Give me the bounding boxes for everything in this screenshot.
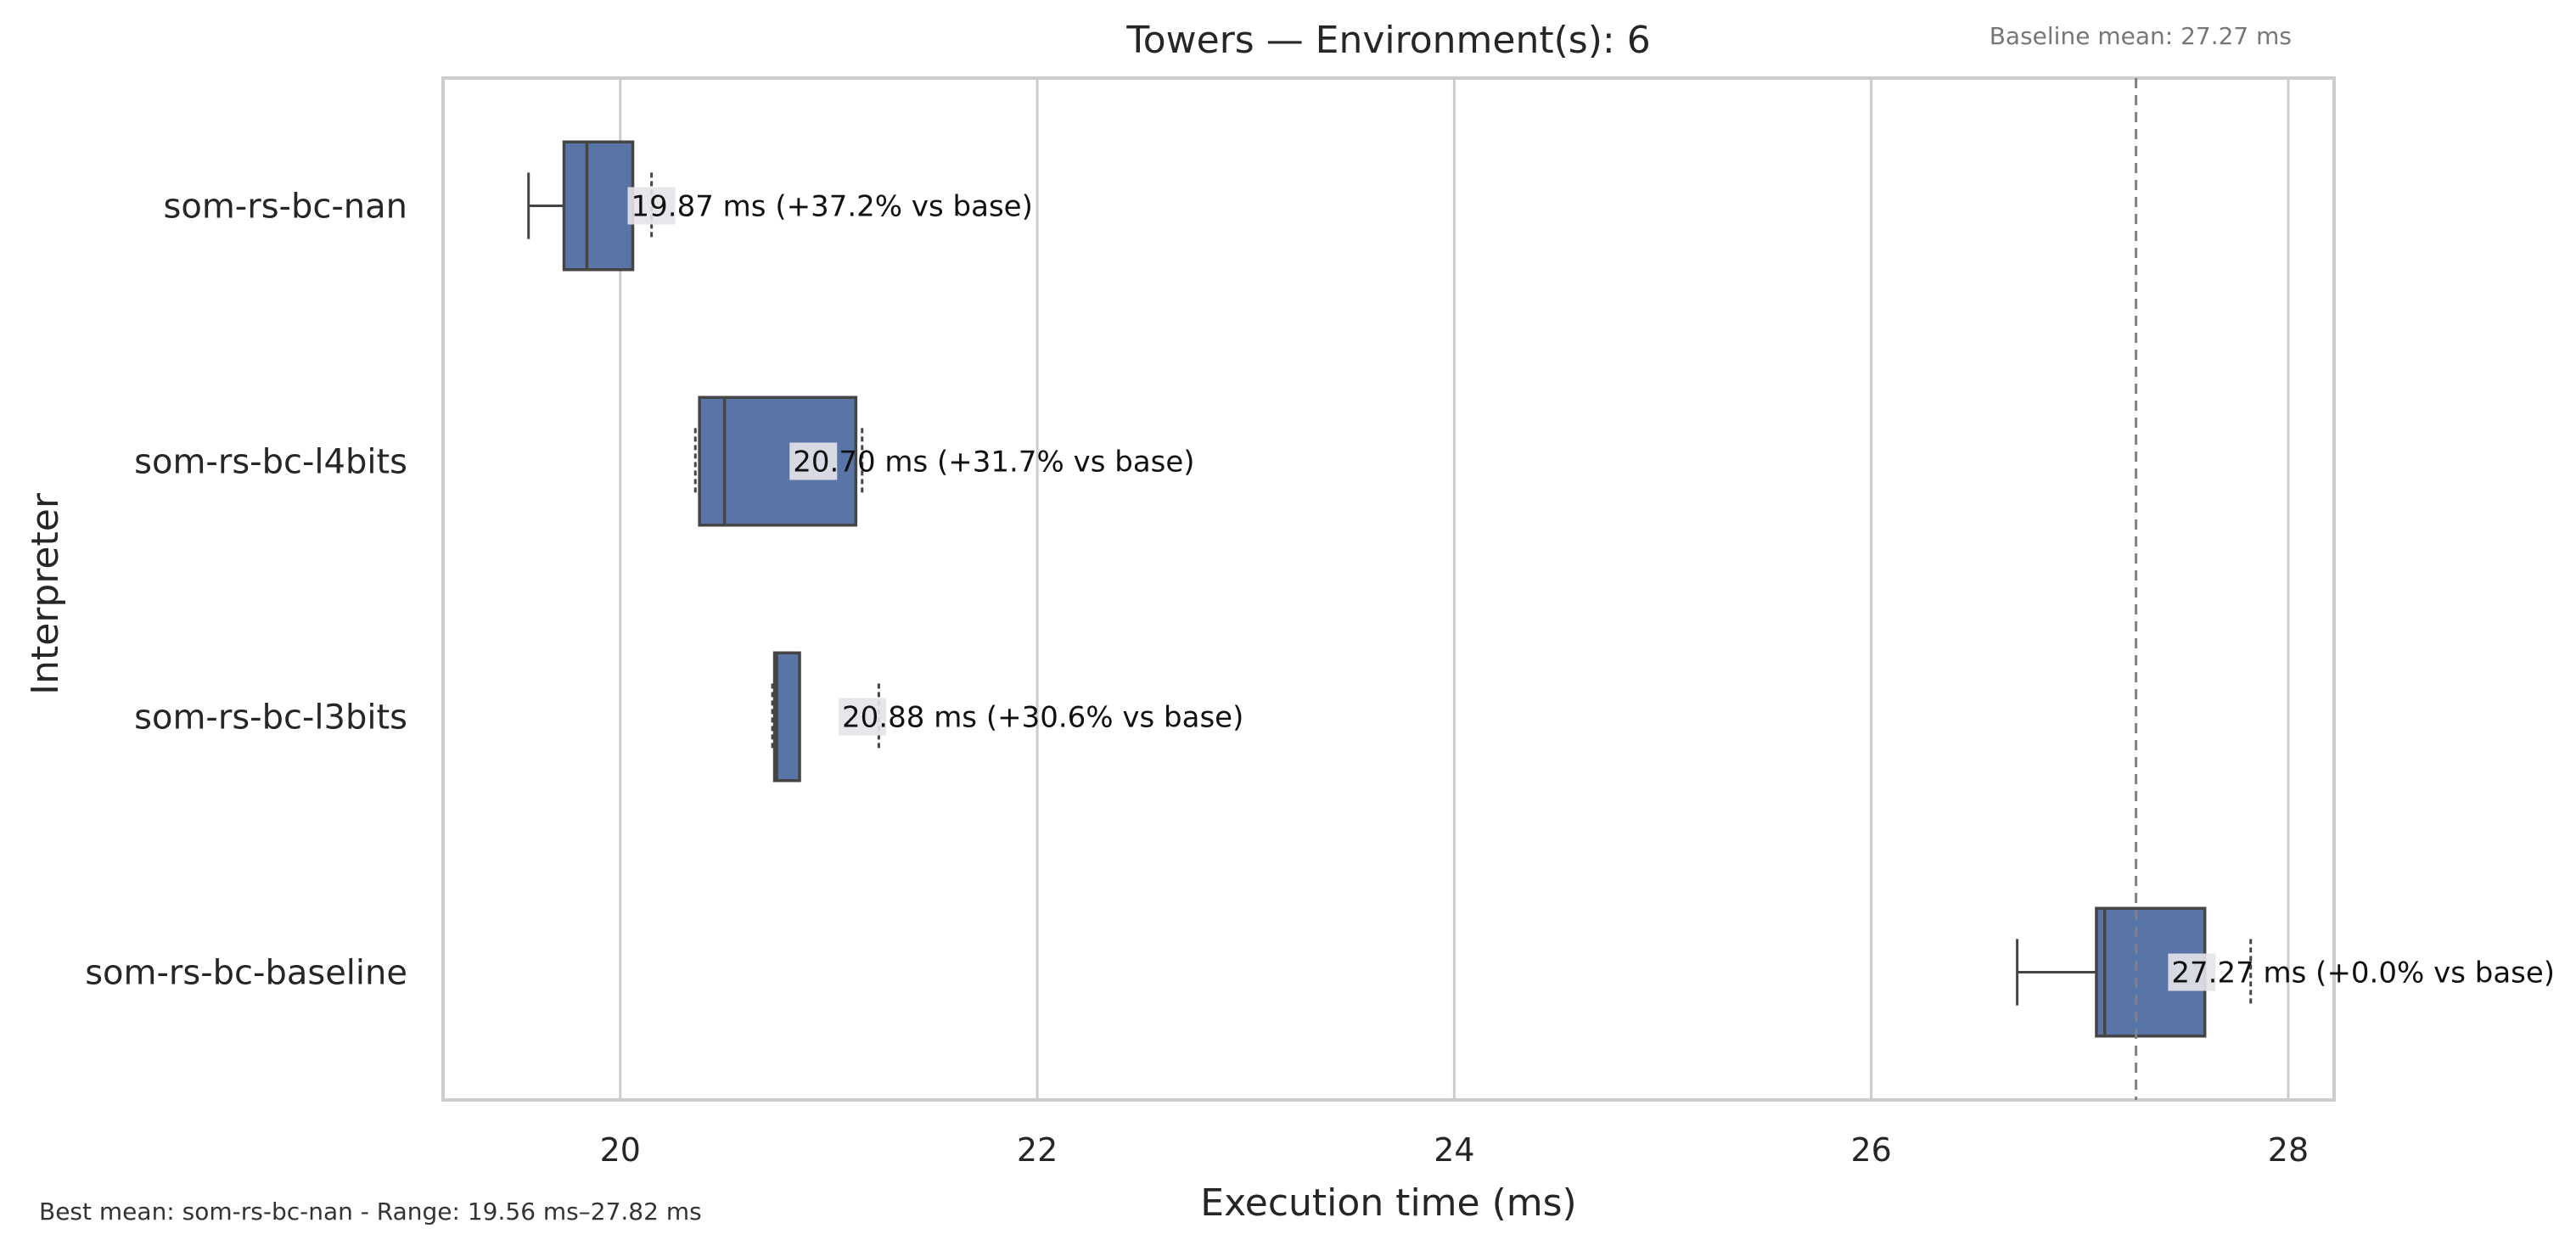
box-iqr: [562, 140, 635, 272]
annotation-background: [2168, 953, 2216, 991]
y-tick-label: som-rs-bc-nan: [164, 188, 407, 227]
axis-ticks: 20 22 24 26 28 som-rs-bc-nan som-rs-bc-l4bits s…: [85, 188, 2309, 1170]
y-tick-label: som-rs-bc-baseline: [85, 954, 407, 993]
y-axis-label: Interpreter: [24, 492, 67, 695]
boxplot-som-rs-bc-nan: [527, 140, 654, 272]
x-axis-label: Execution time (ms): [1200, 1181, 1576, 1225]
baseline-label: Baseline mean: 27.27 ms: [1990, 22, 2292, 50]
footer-note: Best mean: som-rs-bc-nan - Range: 19.56 …: [39, 1198, 702, 1226]
boxplot-som-rs-bc-l3bits: [771, 651, 880, 783]
annotation-background: [839, 698, 887, 736]
annotation-layer: 19.87 ms (+37.2% vs base) 20.70 ms (+31.7…: [627, 187, 2555, 991]
box-iqr: [772, 651, 801, 783]
y-tick-label: som-rs-bc-l4bits: [134, 443, 407, 482]
mean-annotation: 20.88 ms (+30.6% vs base): [842, 701, 1243, 735]
annotation-background: [789, 442, 838, 480]
x-tick-label: 24: [1434, 1131, 1474, 1169]
chart-title: Towers — Environment(s): 6: [1125, 19, 1650, 62]
boxplot-som-rs-bc-baseline: [2016, 906, 2253, 1038]
mean-annotation: 27.27 ms (+0.0% vs base): [2171, 956, 2555, 990]
plot-frame: [441, 76, 2336, 1102]
x-tick-label: 22: [1017, 1131, 1058, 1169]
x-tick-label: 20: [600, 1131, 641, 1169]
y-tick-label: som-rs-bc-l3bits: [134, 698, 407, 738]
box-layer: [527, 140, 2253, 1038]
mean-annotation: 20.70 ms (+31.7% vs base): [793, 446, 1194, 480]
mean-annotation: 19.87 ms (+37.2% vs base): [631, 190, 1033, 224]
x-tick-label: 26: [1850, 1131, 1891, 1169]
x-tick-label: 28: [2268, 1131, 2309, 1169]
annotation-background: [627, 187, 676, 225]
